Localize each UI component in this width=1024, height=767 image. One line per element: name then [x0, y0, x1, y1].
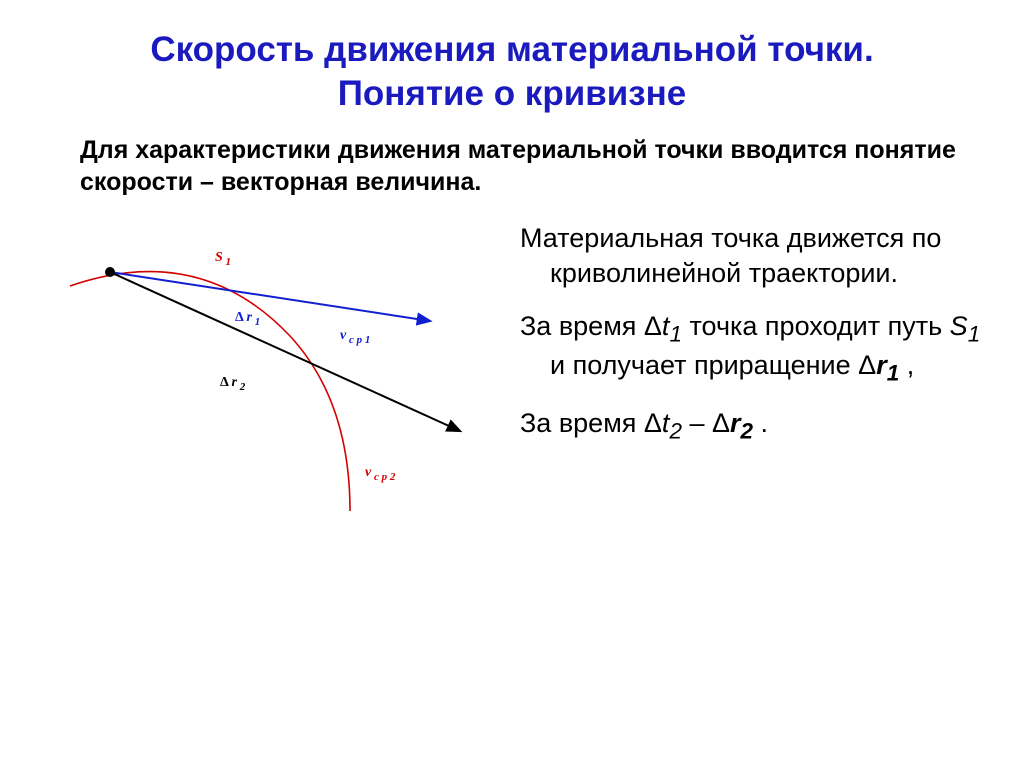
p2-part-a: За время Δ: [520, 311, 662, 341]
slide-title: Скорость движения материальной точки. По…: [40, 28, 984, 116]
diagram-svg-wrap: S 1 Δ r 1 v c p 1 Δ r 2 v c p 2: [40, 231, 520, 536]
p3-part-a: За время Δ: [520, 408, 662, 438]
diagram-column: S 1 Δ r 1 v c p 1 Δ r 2 v c p 2: [40, 221, 520, 536]
origin-point: [105, 267, 115, 277]
p2-part-d: ,: [899, 350, 914, 380]
paragraph-3: За время Δt2 – Δr2 .: [520, 406, 984, 446]
trajectory-diagram: S 1 Δ r 1 v c p 1 Δ r 2 v c p 2: [40, 231, 500, 531]
p2-part-c: и получает приращение Δ: [550, 350, 876, 380]
p2-sub-3: 1: [887, 361, 900, 386]
trajectory-curve: [70, 271, 350, 510]
p3-var-r: r: [730, 408, 741, 438]
label-dr1: Δ r 1: [235, 310, 260, 328]
p2-var-r: r: [876, 350, 887, 380]
p2-part-b: точка проходит путь: [682, 311, 950, 341]
slide-root: Скорость движения материальной точки. По…: [0, 0, 1024, 767]
vector-dr2: [110, 272, 460, 431]
label-vcp2: v c p 2: [365, 465, 396, 483]
p3-sub-2: 2: [741, 418, 754, 443]
p2-sub-2: 1: [968, 321, 981, 346]
p3-part-b: – Δ: [682, 408, 730, 438]
paragraph-1: Материальная точка движется по криволине…: [520, 221, 984, 291]
title-line-2: Понятие о кривизне: [338, 74, 687, 113]
vector-dr1: [110, 272, 430, 321]
p2-sub-1: 1: [669, 321, 682, 346]
slide-subtitle: Для характеристики движения материальной…: [80, 134, 968, 199]
label-s1: S 1: [215, 250, 231, 268]
p2-var-s: S: [950, 311, 968, 341]
label-vcp1: v c p 1: [340, 328, 370, 346]
label-dr2: Δ r 2: [220, 375, 246, 393]
content-row: S 1 Δ r 1 v c p 1 Δ r 2 v c p 2 Материальная…: [40, 221, 984, 536]
p3-part-c: .: [753, 408, 768, 438]
title-line-1: Скорость движения материальной точки.: [150, 30, 873, 69]
text-column: Материальная точка движется по криволине…: [520, 221, 984, 464]
p3-sub-1: 2: [669, 418, 682, 443]
paragraph-2: За время Δt1 точка проходит путь S1 и по…: [520, 309, 984, 388]
